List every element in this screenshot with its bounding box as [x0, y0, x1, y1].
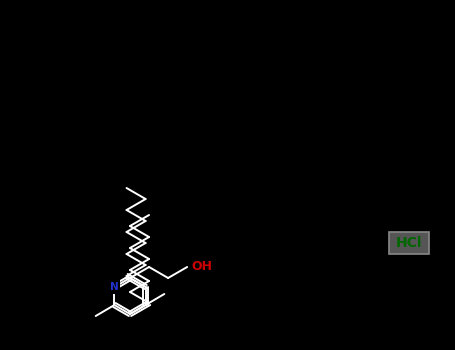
Text: N: N	[110, 282, 119, 292]
Text: HCl: HCl	[396, 236, 422, 250]
Text: OH: OH	[191, 260, 212, 273]
FancyBboxPatch shape	[389, 232, 429, 254]
